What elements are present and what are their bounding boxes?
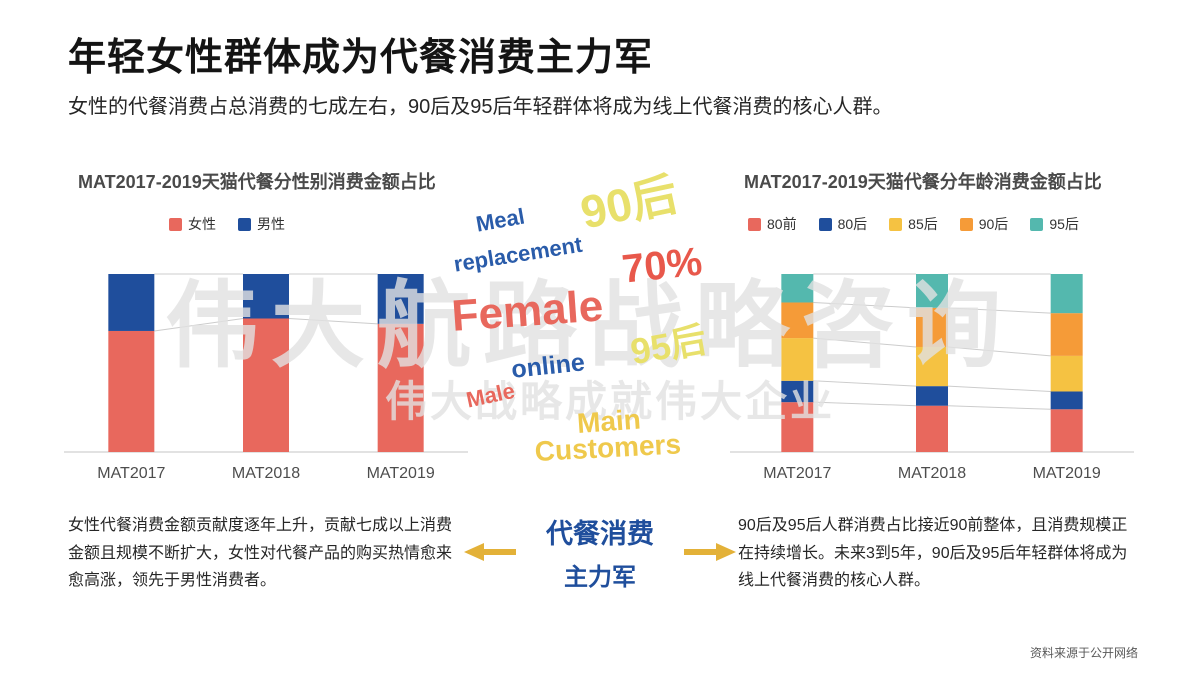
bar-segment-MAT2019-80后 — [1050, 391, 1083, 410]
age-chart-legend: 80前 80后 85后 90后 95后 — [730, 214, 1138, 234]
word-online: online — [510, 348, 587, 384]
connector-line — [813, 301, 917, 309]
arrow-left-icon — [464, 543, 516, 561]
arrow-right-icon — [684, 543, 736, 561]
x-axis-label: MAT2019 — [367, 465, 435, 482]
gender-chart-panel: MAT2017-2019天猫代餐分性别消费金额占比 女性 男性 MAT2017 MA… — [64, 168, 472, 486]
legend-swatch — [1030, 217, 1044, 231]
bar-segment-MAT2018-女性 — [243, 318, 289, 452]
legend-label: 80前 — [767, 216, 797, 232]
legend-item-90后: 90后 — [959, 214, 1009, 234]
bar-segment-MAT2018-80后 — [916, 386, 948, 406]
gender-chart-title: MAT2017-2019天猫代餐分性别消费金额占比 — [78, 172, 436, 192]
connector-line — [947, 346, 1051, 357]
legend-label: 90后 — [978, 216, 1009, 232]
bar-segment-MAT2019-80前 — [1050, 409, 1083, 452]
bar-segment-MAT2018-90后 — [916, 307, 948, 347]
legend-swatch — [748, 217, 761, 231]
legend-label: 85后 — [908, 216, 938, 232]
callout-line1: 代餐消费 — [546, 519, 654, 549]
word-meal: Meal — [474, 203, 527, 237]
connector-line — [813, 380, 917, 387]
callout-line2: 主力军 — [564, 564, 636, 591]
x-axis-label: MAT2018 — [232, 465, 300, 482]
callout-text: 代餐消费 主力军 — [516, 512, 684, 592]
legend-swatch — [169, 217, 182, 231]
legend-item-80后: 80后 — [818, 214, 868, 234]
legend-item-85后: 85后 — [889, 214, 938, 234]
age-insight-text: 90后及95后人群消费占比接近90前整体，且消费规模正在持续增长。未来3到5年，… — [738, 517, 1128, 590]
bar-segment-MAT2019-95后 — [1050, 274, 1083, 314]
bar-segment-MAT2018-男性 — [243, 274, 289, 319]
word-main: Main — [576, 403, 642, 439]
legend-swatch — [238, 217, 251, 231]
connector-line — [288, 318, 378, 325]
legend-swatch — [818, 217, 832, 231]
legend-label: 80后 — [837, 216, 868, 232]
legend-item-男性: 男性 — [238, 214, 285, 234]
gender-stacked-bar-chart: MAT2017 MAT2018 MAT2019 — [64, 273, 468, 482]
bar-segment-MAT2019-男性 — [377, 274, 424, 324]
bar-segment-MAT2017-男性 — [108, 274, 155, 331]
legend-item-女性: 女性 — [169, 214, 216, 234]
bar-segment-MAT2018-80前 — [916, 405, 948, 452]
word-70: 70% — [620, 239, 705, 292]
bar-segment-MAT2019-90后 — [1050, 313, 1083, 356]
connector-line — [947, 405, 1051, 410]
page-title: 年轻女性群体成为代餐消费主力军 — [68, 37, 654, 79]
bar-segment-MAT2019-85后 — [1050, 355, 1083, 392]
legend-item-80前: 80前 — [748, 214, 797, 234]
connector-line — [947, 307, 1051, 314]
female-insight-text: 女性代餐消费金额贡献度逐年上升，贡献七成以上消费金额且规模不断扩大，女性对代餐产… — [68, 517, 453, 590]
word-female: Female — [450, 281, 605, 341]
bar-segment-MAT2017-90后 — [781, 302, 814, 339]
connector-line — [813, 401, 917, 407]
age-chart-panel: MAT2017-2019天猫代餐分年龄消费金额占比 80前 80后 85后 90后 95… — [730, 168, 1138, 486]
legend-label: 男性 — [257, 216, 285, 232]
bar-segment-MAT2017-80前 — [781, 402, 814, 452]
legend-swatch — [959, 217, 973, 231]
bar-segment-MAT2017-80后 — [781, 380, 814, 403]
legend-label: 女性 — [188, 216, 216, 232]
x-axis-label: MAT2019 — [1033, 465, 1101, 482]
x-axis-label: MAT2017 — [97, 465, 165, 482]
word-customers: Customers — [534, 428, 682, 467]
legend-swatch — [889, 217, 903, 231]
subtitle: 女性的代餐消费占总消费的七成左右，90后及95后年轻群体将成为线上代餐消费的核心… — [68, 96, 893, 118]
legend-item-95后: 95后 — [1030, 214, 1079, 234]
bar-segment-MAT2019-女性 — [377, 323, 424, 452]
word-95: 95后 — [627, 318, 710, 373]
x-axis-label: MAT2018 — [898, 465, 966, 482]
bar-segment-MAT2018-95后 — [916, 274, 948, 308]
legend-label: 95后 — [1049, 216, 1079, 232]
bar-segment-MAT2018-85后 — [916, 346, 948, 387]
source-note: 资料来源于公开网络 — [1029, 646, 1138, 660]
connector-line — [813, 337, 917, 348]
x-axis-label: MAT2017 — [763, 465, 831, 482]
bar-segment-MAT2017-女性 — [108, 330, 155, 452]
gender-chart-legend: 女性 男性 — [64, 214, 472, 234]
bar-segment-MAT2017-85后 — [781, 338, 814, 381]
age-stacked-bar-chart: MAT2017 MAT2018 MAT2019 — [730, 273, 1134, 482]
center-callout: 代餐消费 主力军 — [464, 512, 736, 592]
connector-line — [154, 318, 244, 332]
bar-segment-MAT2017-95后 — [781, 274, 814, 303]
connector-line — [947, 385, 1051, 392]
age-chart-title: MAT2017-2019天猫代餐分年龄消费金额占比 — [744, 172, 1102, 192]
word-90: 90后 — [576, 167, 682, 239]
